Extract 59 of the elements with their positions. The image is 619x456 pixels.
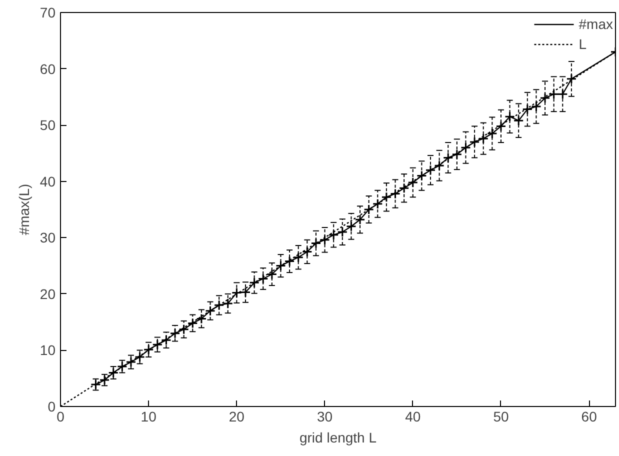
point xyxy=(434,160,445,171)
x-tick-label: 50 xyxy=(493,408,509,424)
point xyxy=(372,198,383,210)
point xyxy=(530,101,542,112)
point xyxy=(548,88,560,100)
point xyxy=(496,120,506,132)
point xyxy=(522,104,533,115)
y-tick-label: 20 xyxy=(40,286,56,302)
point xyxy=(381,192,392,202)
point xyxy=(310,238,322,249)
point xyxy=(258,273,268,284)
point xyxy=(513,115,524,126)
point xyxy=(187,318,198,328)
point xyxy=(469,136,480,148)
point xyxy=(337,226,348,238)
point xyxy=(425,164,436,176)
point xyxy=(504,111,516,122)
point xyxy=(398,182,410,194)
y-tick-label: 60 xyxy=(40,60,56,77)
legend-label: L xyxy=(578,36,588,52)
point xyxy=(540,92,550,104)
legend-label: #max xyxy=(578,16,613,32)
point xyxy=(320,234,330,246)
point xyxy=(214,300,224,310)
point xyxy=(408,177,418,188)
point xyxy=(452,149,462,160)
y-tick-label: 50 xyxy=(40,117,56,134)
x-tick-label: 20 xyxy=(228,408,245,424)
point xyxy=(390,188,401,199)
point xyxy=(152,339,163,350)
point xyxy=(460,142,471,153)
point xyxy=(293,252,304,263)
point xyxy=(354,214,366,225)
y-tick-label: 0 xyxy=(48,398,56,414)
x-tick-label: 60 xyxy=(581,408,598,424)
y-tick-label: 10 xyxy=(40,342,56,358)
y-axis-title: #max(L) xyxy=(16,184,32,236)
x-tick-label: 40 xyxy=(405,408,421,424)
point xyxy=(364,204,374,215)
point xyxy=(328,230,339,240)
x-tick-label: 10 xyxy=(140,408,157,424)
point xyxy=(170,328,180,339)
y-tick-label: 40 xyxy=(40,173,56,190)
y-tick-label: 70 xyxy=(40,4,56,20)
point xyxy=(249,277,260,288)
point xyxy=(231,288,242,298)
point xyxy=(284,256,295,267)
point xyxy=(205,306,216,316)
x-axis-title: grid length L xyxy=(299,430,377,446)
point xyxy=(416,170,427,181)
point xyxy=(486,128,498,139)
point xyxy=(346,221,356,232)
point xyxy=(302,246,312,257)
y-tick-label: 30 xyxy=(40,230,56,246)
point xyxy=(566,74,577,84)
point xyxy=(478,133,489,144)
point xyxy=(442,152,454,163)
x-tick-label: 30 xyxy=(317,408,333,424)
point xyxy=(275,260,286,272)
